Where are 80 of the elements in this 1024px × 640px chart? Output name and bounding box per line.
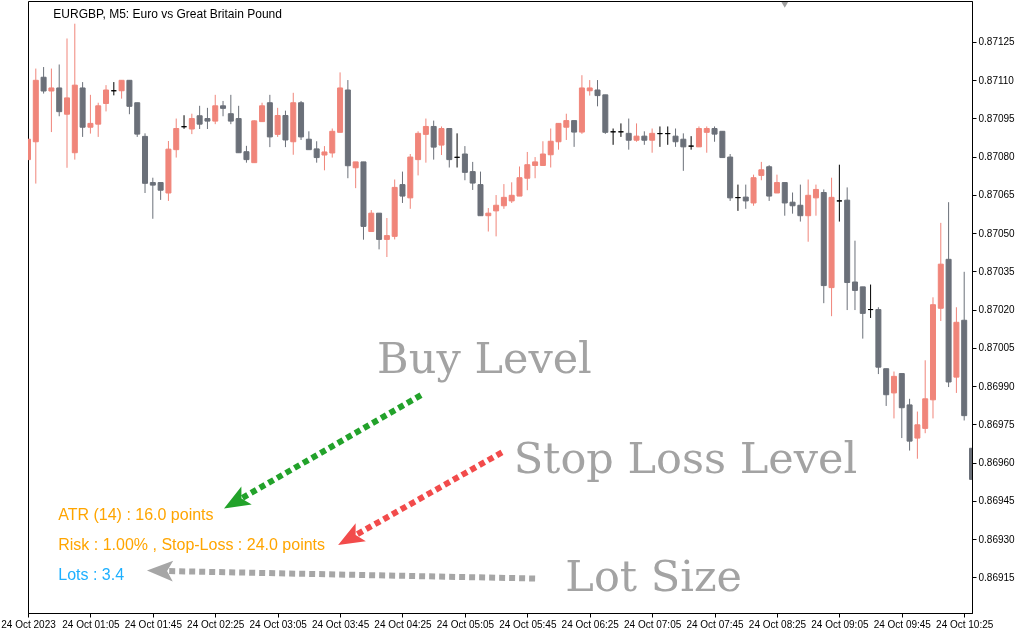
x-tick-label: 24 Oct 08:25 (748, 618, 807, 630)
candlestick (188, 113, 195, 135)
candlestick (438, 125, 445, 156)
x-tick-label: 24 Oct 05:05 (436, 618, 495, 630)
candlestick (539, 140, 546, 166)
x-tick-label: 24 Oct 01:05 (62, 618, 120, 630)
y-tick-label: 0.86990 (978, 380, 1016, 392)
candlestick (220, 100, 227, 117)
x-tick-label: 24 Oct 03:45 (311, 618, 370, 630)
candlestick (695, 125, 702, 148)
candlestick (571, 120, 578, 148)
y-tick-label: 0.87035 (978, 265, 1016, 277)
candlestick (742, 184, 749, 210)
candlestick (500, 183, 507, 210)
x-tick-label: 24 Oct 03:05 (249, 618, 308, 630)
candlestick (703, 125, 710, 154)
x-tick-label: 24 Oct 07:45 (686, 618, 745, 630)
x-tick-label: 24 Oct 09:45 (873, 618, 932, 630)
x-tick-label: 24 Oct 09:05 (811, 618, 869, 630)
candlestick (469, 161, 476, 191)
y-tick-label: 0.87065 (978, 189, 1016, 201)
annotation: Stop Loss Level (513, 433, 858, 484)
x-tick-label: 24 Oct 01:45 (124, 618, 183, 630)
candlestick (485, 207, 492, 233)
x-tick-label: 24 Oct 05:45 (499, 618, 557, 630)
y-tick-label: 0.87080 (978, 151, 1016, 163)
y-tick-label: 0.87050 (978, 227, 1016, 239)
y-tick-label: 0.87095 (978, 112, 1016, 124)
candlestick (399, 171, 406, 204)
y-tick-label: 0.87005 (978, 342, 1016, 354)
candlestick (461, 145, 468, 181)
annotation: Buy Level (377, 332, 592, 383)
candlestick (368, 209, 375, 233)
candlestick (118, 79, 125, 100)
y-tick-label: 0.86975 (978, 418, 1016, 430)
candlestick (430, 120, 437, 161)
candlestick (212, 94, 219, 125)
y-tick-label: 0.86930 (978, 533, 1016, 545)
candlestick (493, 194, 500, 237)
candlestick (48, 68, 55, 133)
candlestick (56, 64, 63, 117)
candlestick (259, 102, 266, 123)
candlestick (688, 135, 695, 151)
candlestick (649, 128, 656, 154)
annotation: ATR (14) : 16.0 points (58, 506, 214, 524)
y-tick-label: 0.87125 (978, 36, 1016, 48)
annotation: Lots : 3.4 (58, 566, 125, 584)
x-tick-label: 24 Oct 04:25 (374, 618, 433, 630)
x-tick-label: 24 Oct 06:25 (561, 618, 620, 630)
candlestick (383, 217, 390, 258)
candlestick (313, 140, 320, 164)
candlestick (305, 130, 312, 151)
candlestick (851, 240, 858, 311)
candlestick (633, 122, 640, 143)
candlestick (805, 179, 812, 243)
candlestick (773, 174, 780, 194)
annotation: Risk : 1.00% , Stop-Loss : 24.0 points (58, 535, 326, 553)
y-tick-label: 0.87110 (978, 74, 1015, 86)
candlestick (890, 371, 897, 419)
candlestick (103, 84, 110, 112)
candlestick (274, 107, 281, 138)
y-tick-label: 0.87020 (978, 304, 1016, 316)
annotation: Lot Size (565, 551, 743, 602)
candlestick (532, 156, 539, 179)
candlestick (422, 118, 429, 164)
candlestick (625, 118, 632, 151)
candlestick (812, 184, 819, 217)
y-tick-label: 0.86915 (978, 571, 1016, 583)
x-tick-label: 24 Oct 02:25 (187, 618, 245, 630)
candlestick (758, 161, 765, 181)
x-tick-label: 24 Oct 07:05 (624, 618, 682, 630)
candlestick (352, 161, 359, 189)
text: EURGBP, M5: Euro vs Great Britain Pound (53, 6, 282, 21)
candlestick (64, 37, 71, 169)
x-tick-label: 24 Oct 10:25 (936, 618, 994, 630)
y-tick-label: 0.86960 (978, 457, 1016, 469)
x-tick-label: 24 Oct 2023 (1, 618, 57, 630)
y-tick-label: 0.86945 (978, 495, 1016, 507)
candlestick (836, 164, 843, 223)
candlestick (40, 66, 47, 95)
